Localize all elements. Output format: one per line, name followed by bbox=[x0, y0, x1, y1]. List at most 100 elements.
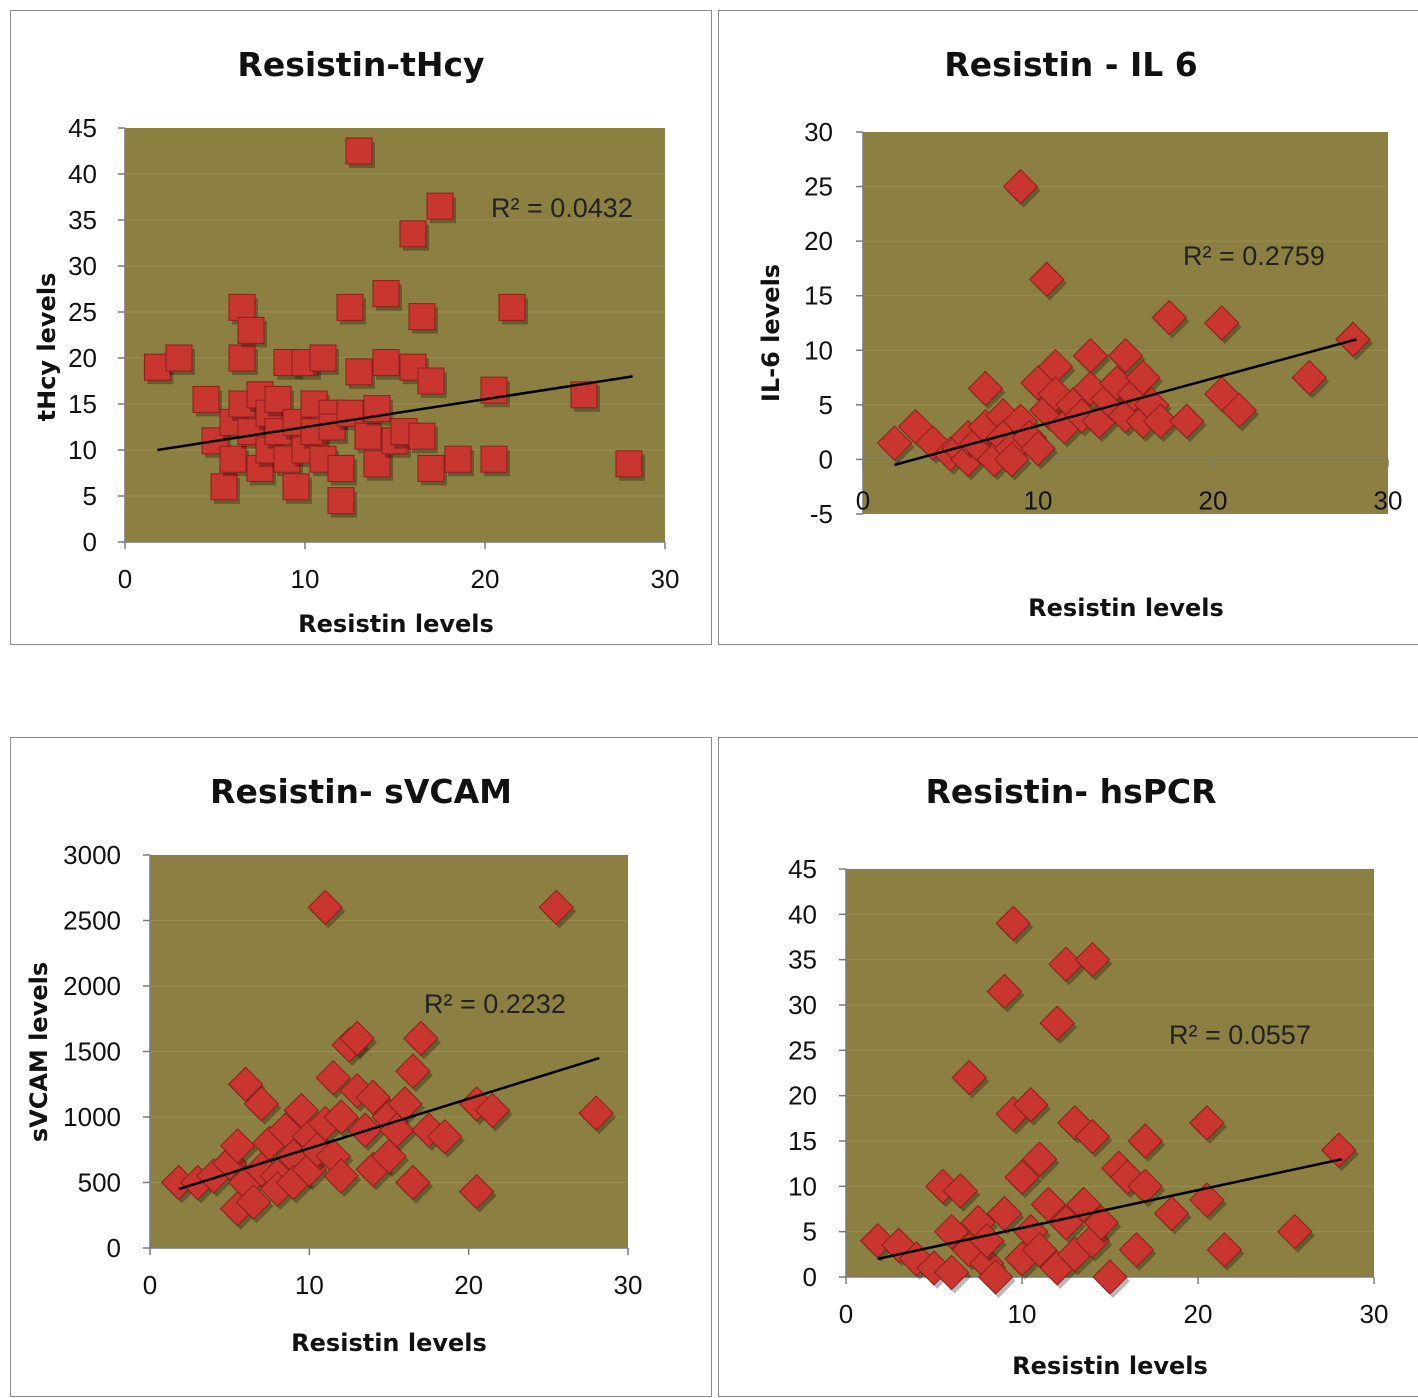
y-tick-label: 0 bbox=[107, 1233, 121, 1263]
x-tick-label: 30 bbox=[614, 1270, 643, 1300]
data-point bbox=[1074, 1118, 1111, 1155]
y-tick-label: 10 bbox=[804, 335, 833, 365]
y-tick-label: 5 bbox=[819, 390, 833, 420]
plot-layer bbox=[118, 127, 666, 549]
data-point bbox=[1189, 1105, 1225, 1141]
data-point bbox=[282, 473, 310, 501]
data-point bbox=[1004, 1159, 1040, 1195]
chart-title: Resistin-tHcy bbox=[237, 45, 484, 84]
data-point bbox=[578, 1095, 614, 1131]
scatter-chart-resistin-thcy: Resistin-tHcy Resistin levels tHcy level… bbox=[33, 45, 679, 638]
data-point bbox=[323, 1158, 359, 1194]
data-point bbox=[1291, 359, 1327, 396]
y-tick-label: 25 bbox=[788, 1035, 817, 1065]
x-tick-label: 0 bbox=[839, 1299, 853, 1329]
data-point bbox=[427, 1118, 463, 1155]
trendline bbox=[178, 1056, 600, 1191]
data-point bbox=[219, 445, 247, 473]
data-point bbox=[345, 137, 373, 165]
plot-layer bbox=[839, 868, 1375, 1298]
data-point bbox=[1151, 299, 1187, 336]
y-tick-label: 500 bbox=[78, 1168, 121, 1198]
data-point bbox=[942, 1173, 979, 1209]
chart-title: Resistin- sVCAM bbox=[210, 772, 512, 811]
y-tick-label: 30 bbox=[68, 251, 97, 281]
r-squared-annotation: R² = 0.0557 bbox=[1169, 1020, 1311, 1050]
data-point bbox=[986, 973, 1023, 1010]
x-axis-label: Resistin levels bbox=[1028, 594, 1224, 622]
data-point bbox=[1206, 1232, 1243, 1268]
y-tick-label: -5 bbox=[810, 499, 833, 529]
y-tick-label: 2500 bbox=[63, 906, 121, 936]
data-point bbox=[336, 293, 364, 321]
data-point bbox=[237, 316, 265, 344]
y-tick-label: 25 bbox=[68, 297, 97, 327]
y-tick-label: 30 bbox=[788, 990, 817, 1020]
data-point bbox=[395, 1164, 431, 1201]
data-point bbox=[480, 445, 508, 473]
data-point bbox=[363, 450, 391, 478]
chart-panel-resistin-svcam: Resistin- sVCAM Resistin levels sVCAM le… bbox=[10, 737, 712, 1397]
data-point bbox=[951, 1059, 987, 1096]
data-point bbox=[1074, 941, 1111, 978]
data-point bbox=[327, 487, 355, 515]
x-tick-label: 30 bbox=[1360, 1299, 1389, 1329]
x-tick-label: 10 bbox=[295, 1270, 324, 1300]
data-point bbox=[345, 358, 373, 386]
data-point bbox=[408, 303, 436, 331]
data-point bbox=[395, 1053, 431, 1089]
data-point bbox=[876, 425, 913, 461]
plot-area bbox=[125, 128, 665, 542]
data-point bbox=[1221, 392, 1257, 429]
y-tick-label: 5 bbox=[803, 1217, 817, 1247]
trendline bbox=[877, 1157, 1343, 1261]
data-point bbox=[243, 1086, 280, 1122]
data-point bbox=[219, 1128, 256, 1164]
y-axis-label: IL-6 levels bbox=[757, 264, 785, 402]
data-point bbox=[458, 1173, 495, 1210]
x-axis-label: Resistin levels bbox=[1012, 1352, 1208, 1380]
x-tick-label: 20 bbox=[454, 1270, 483, 1300]
data-point bbox=[307, 889, 343, 926]
x-tick-label: 0 bbox=[856, 485, 870, 515]
data-point bbox=[1039, 1005, 1075, 1041]
x-axis-label: Resistin levels bbox=[298, 610, 494, 638]
data-point bbox=[1013, 1087, 1049, 1123]
data-point bbox=[165, 344, 193, 372]
data-point bbox=[387, 1086, 423, 1122]
data-point bbox=[1125, 359, 1161, 396]
chart-panel-resistin-il6: Resistin - IL 6 Resistin levels IL-6 lev… bbox=[718, 10, 1418, 645]
plot-layer bbox=[856, 131, 1389, 515]
data-point bbox=[228, 293, 256, 321]
data-point bbox=[995, 905, 1031, 942]
data-point bbox=[615, 450, 643, 478]
y-tick-label: 30 bbox=[804, 117, 833, 147]
x-axis-label: Resistin levels bbox=[291, 1329, 487, 1357]
r-squared-annotation: R² = 0.0432 bbox=[491, 193, 633, 223]
data-point bbox=[403, 1020, 439, 1057]
data-point bbox=[994, 441, 1030, 478]
y-tick-label: 10 bbox=[788, 1171, 817, 1201]
y-tick-label: 15 bbox=[804, 281, 833, 311]
data-point bbox=[1020, 430, 1056, 467]
x-tick-label: 0 bbox=[143, 1270, 157, 1300]
data-point bbox=[228, 344, 256, 372]
data-point bbox=[417, 367, 445, 395]
data-point bbox=[538, 889, 575, 926]
chart-panel-resistin-hspcr: Resistin- hsPCR Resistin levels R² = 0.0… bbox=[718, 737, 1418, 1397]
data-point bbox=[1083, 1204, 1119, 1241]
scatter-chart-resistin-il6: Resistin - IL 6 Resistin levels IL-6 lev… bbox=[757, 45, 1402, 622]
y-tick-label: 10 bbox=[68, 435, 97, 465]
data-point bbox=[1127, 1123, 1163, 1159]
trendline bbox=[894, 338, 1357, 467]
y-tick-label: 1000 bbox=[63, 1102, 121, 1132]
y-tick-label: 0 bbox=[83, 527, 97, 557]
data-point bbox=[227, 1066, 264, 1102]
y-tick-label: 45 bbox=[788, 854, 817, 884]
y-tick-label: 0 bbox=[803, 1262, 817, 1292]
y-tick-label: 5 bbox=[83, 481, 97, 511]
data-point bbox=[372, 349, 400, 377]
data-point bbox=[977, 1259, 1014, 1295]
data-point bbox=[1189, 1182, 1225, 1218]
x-tick-label: 20 bbox=[471, 564, 500, 594]
